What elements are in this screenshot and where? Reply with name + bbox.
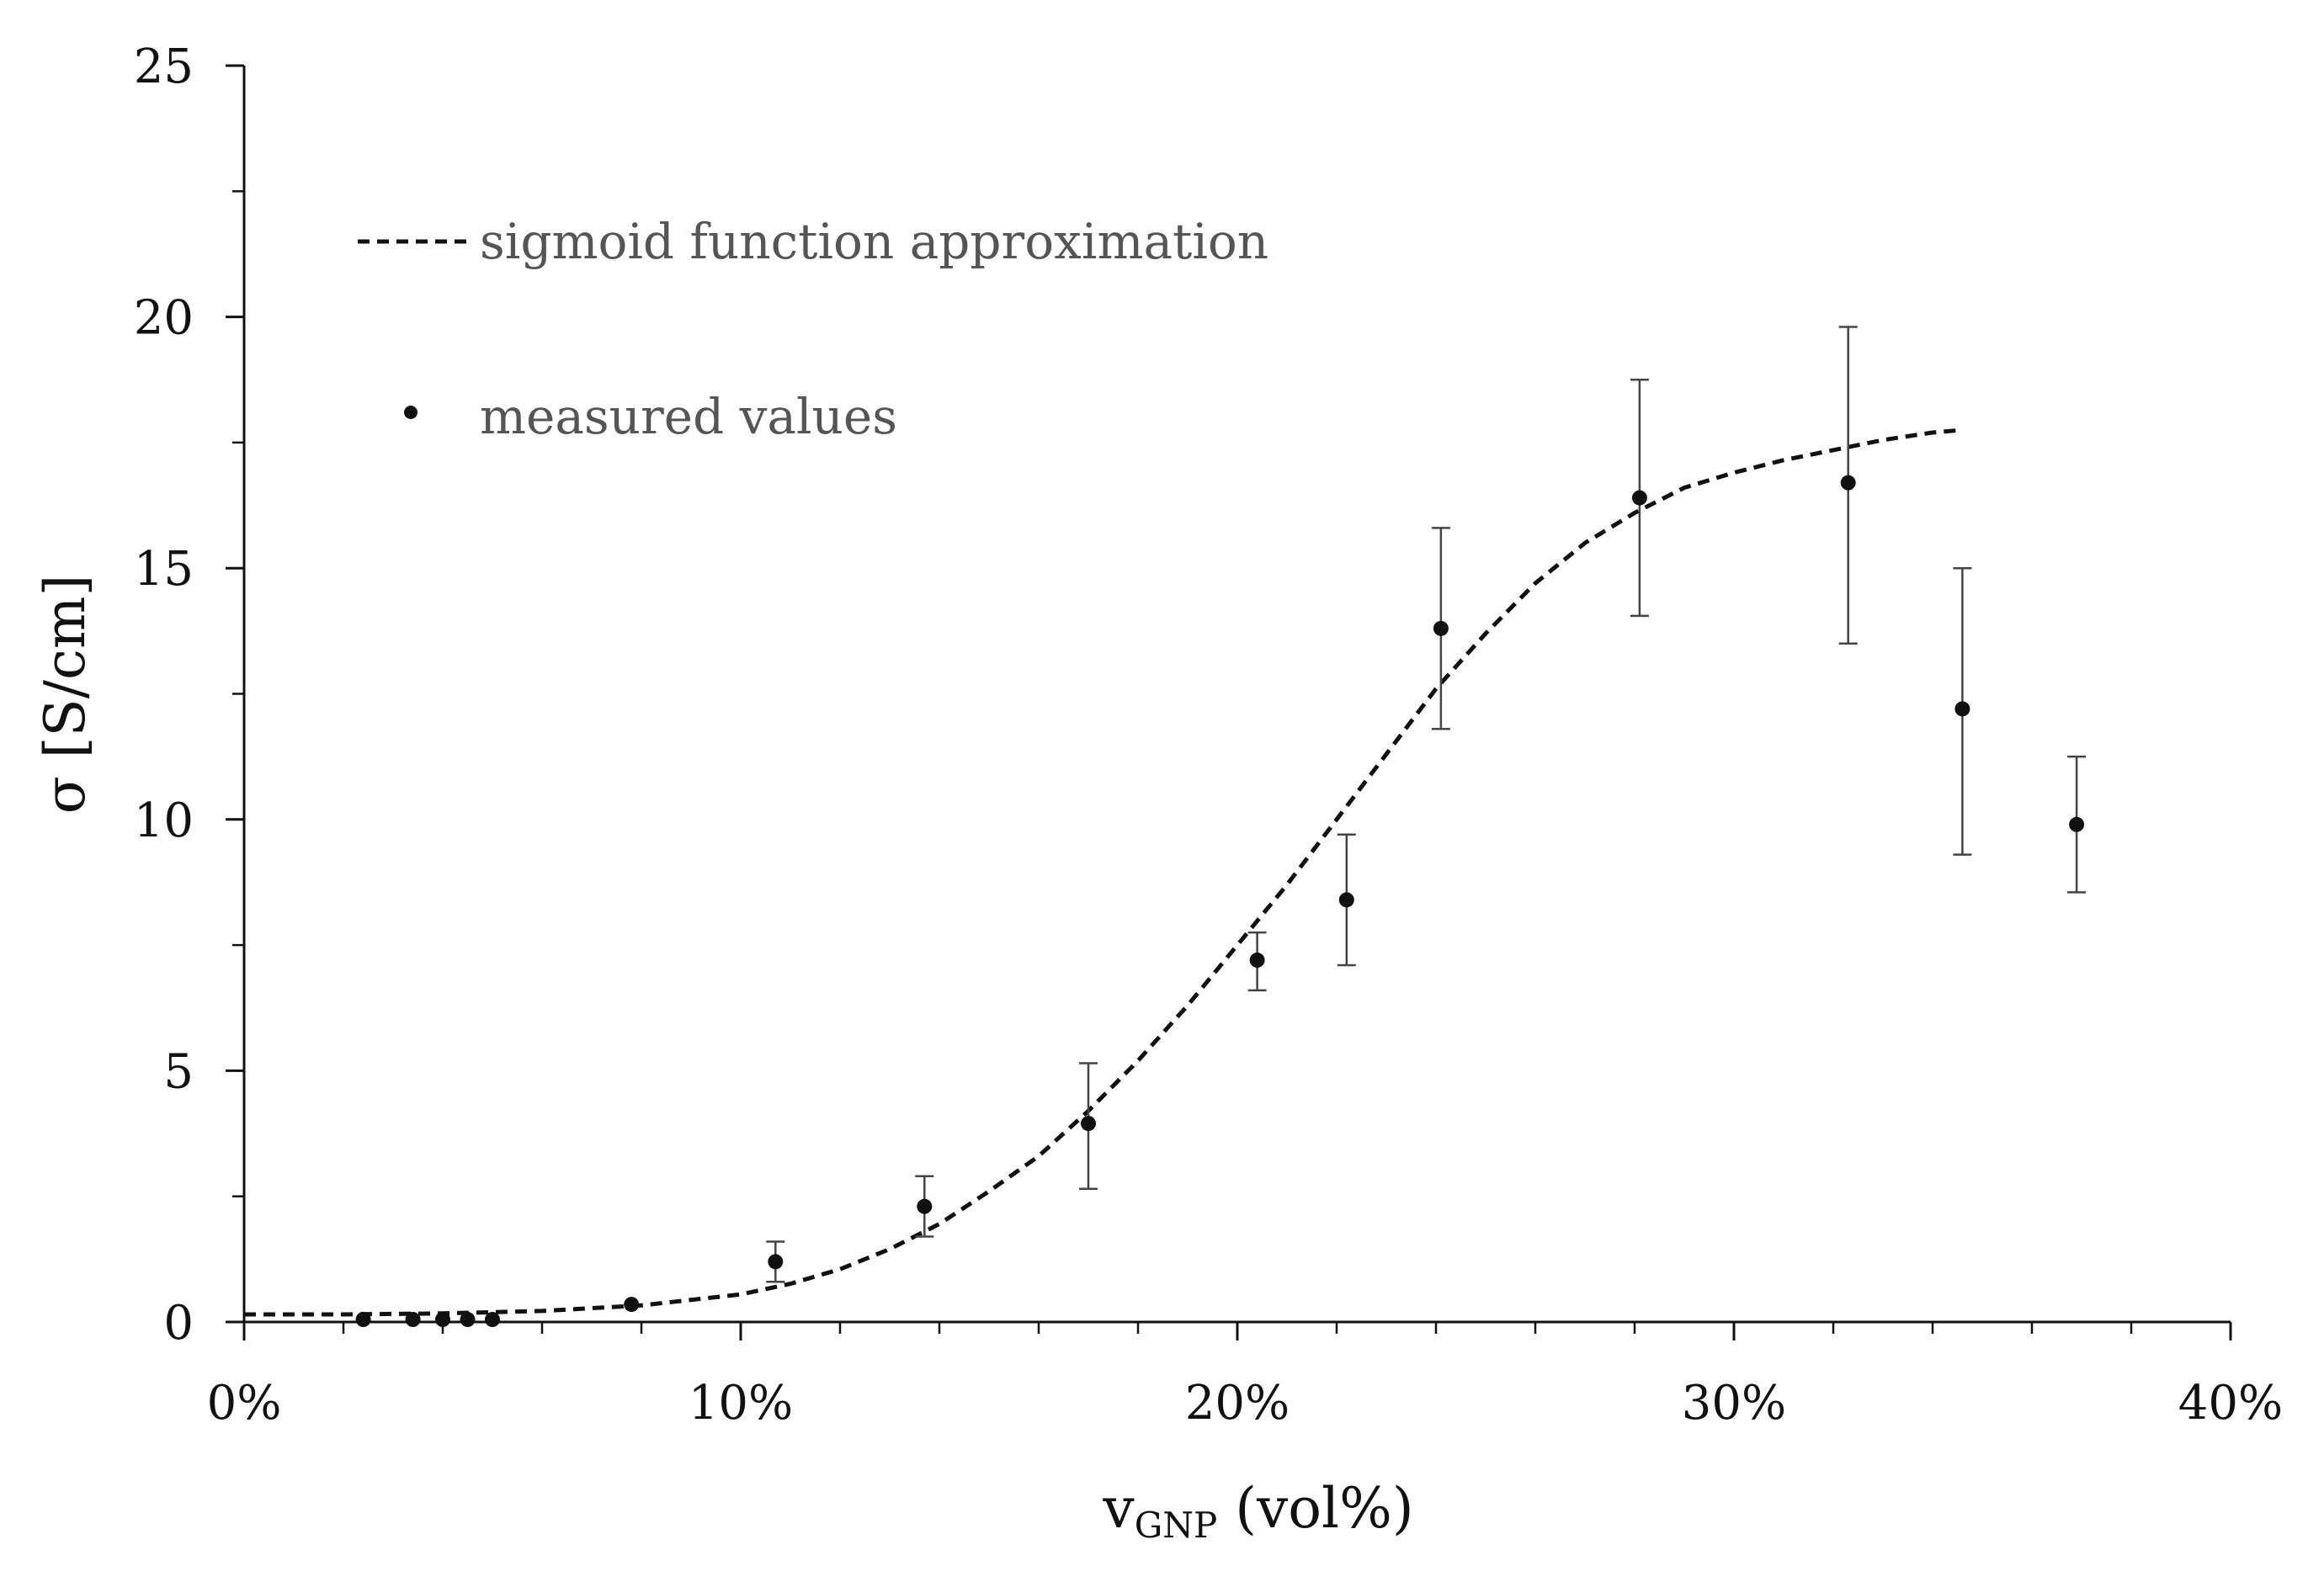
data-point xyxy=(2069,816,2085,832)
points-layer xyxy=(355,326,2087,1328)
data-point xyxy=(1249,953,1265,969)
x-axis-title-subscript: GNP xyxy=(1135,1505,1218,1546)
sigmoid-curve xyxy=(244,427,1963,1317)
legend-label-sigmoid: sigmoid function approximation xyxy=(480,213,1268,270)
data-point xyxy=(1081,1116,1096,1132)
legend: sigmoid function approximation measured … xyxy=(358,213,1268,445)
data-point xyxy=(1954,701,1970,717)
plot-area: 0% 10% 20% 30% 40% 0 5 10 15 20 25 xyxy=(134,40,2284,1431)
data-point xyxy=(460,1312,476,1328)
data-point xyxy=(1338,892,1354,908)
x-axis-title-unit: (vol%) xyxy=(1217,1476,1413,1541)
y-tick-label: 20 xyxy=(134,291,194,346)
curve-layer xyxy=(244,427,1963,1317)
data-point xyxy=(355,1312,371,1328)
x-tick-label: 10% xyxy=(689,1376,793,1431)
y-axis-title: σ [S/cm] xyxy=(33,575,98,815)
x-tick-label: 0% xyxy=(207,1376,282,1431)
legend-swatch-marker xyxy=(404,406,417,419)
x-tick-label: 20% xyxy=(1185,1376,1290,1431)
x-tick-label: 40% xyxy=(2178,1376,2283,1431)
legend-label-measured: measured values xyxy=(480,388,897,445)
data-point xyxy=(917,1198,933,1214)
y-tick-label: 15 xyxy=(134,542,194,597)
x-ticks: 0% 10% 20% 30% 40% xyxy=(207,1322,2283,1431)
x-axis-title: vGNP (vol%) xyxy=(1102,1476,1413,1546)
y-tick-label: 0 xyxy=(163,1296,194,1351)
data-point xyxy=(768,1254,784,1270)
y-tick-label: 25 xyxy=(134,40,194,94)
data-point xyxy=(435,1312,450,1328)
y-ticks: 0 5 10 15 20 25 xyxy=(134,40,244,1351)
data-point xyxy=(1433,620,1449,636)
data-point xyxy=(1840,475,1856,491)
data-point xyxy=(1631,490,1647,506)
data-point xyxy=(485,1312,500,1328)
data-point xyxy=(405,1312,421,1328)
data-point xyxy=(624,1297,640,1313)
y-tick-label: 5 xyxy=(163,1044,194,1099)
x-tick-label: 30% xyxy=(1682,1376,1786,1431)
y-tick-label: 10 xyxy=(134,794,194,848)
x-axis-title-var: v xyxy=(1102,1476,1135,1541)
